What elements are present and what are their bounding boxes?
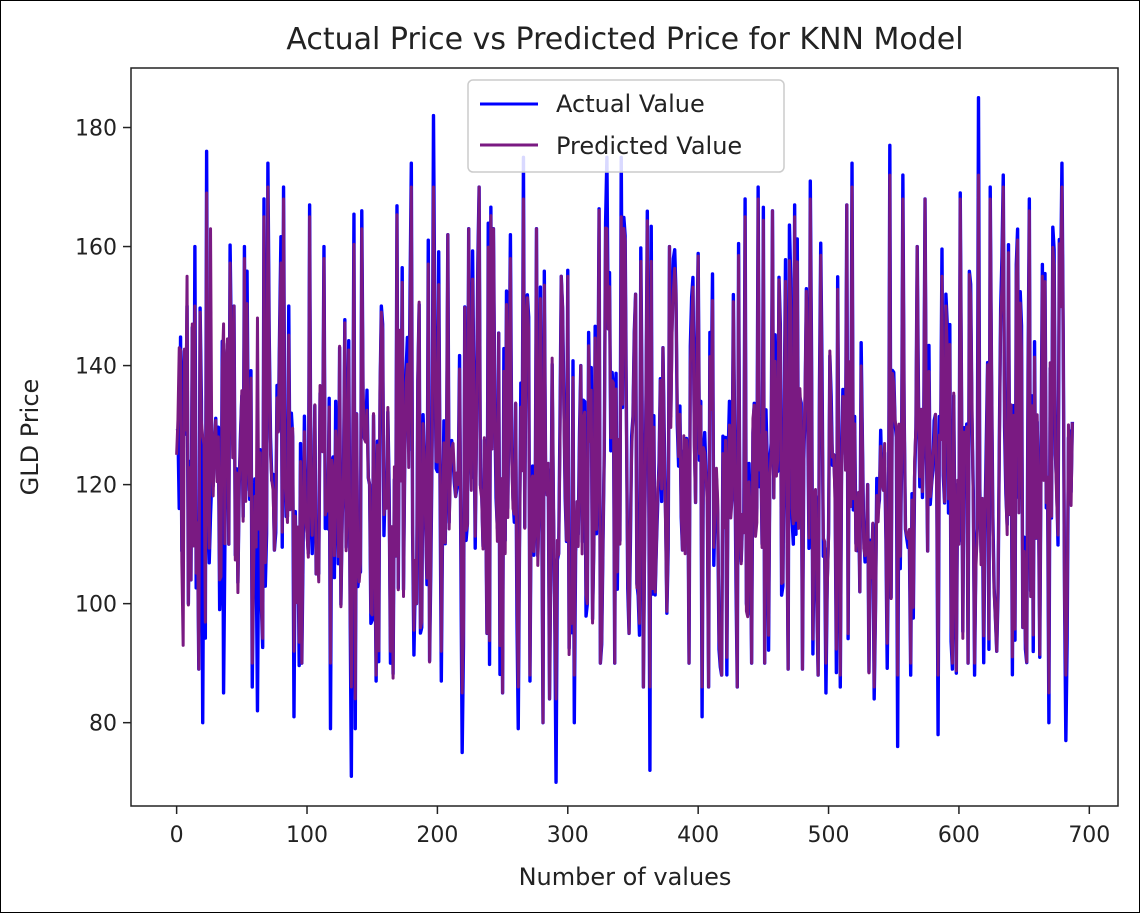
x-axis-label: Number of values xyxy=(519,863,732,891)
y-tick-label: 180 xyxy=(75,117,117,142)
y-tick-label: 140 xyxy=(75,355,117,380)
y-tick-label: 100 xyxy=(75,593,117,618)
y-tick-label: 160 xyxy=(75,236,117,261)
x-tick-label: 500 xyxy=(808,823,850,848)
chart-title: Actual Price vs Predicted Price for KNN … xyxy=(286,22,963,57)
legend: Actual Value Predicted Value xyxy=(467,79,785,173)
y-axis-label: GLD Price xyxy=(16,379,44,496)
plot-frame xyxy=(130,67,1119,807)
legend-label-actual: Actual Value xyxy=(556,90,705,118)
x-tick-label: 600 xyxy=(938,823,980,848)
x-tick-label: 100 xyxy=(286,823,328,848)
y-tick-label: 120 xyxy=(75,474,117,499)
series-layer xyxy=(175,96,1075,784)
series-predicted-line xyxy=(175,173,1074,725)
y-tick-label: 80 xyxy=(89,712,117,737)
y-axis: 80 100 120 140 160 180 xyxy=(75,117,131,737)
x-tick-label: 400 xyxy=(677,823,719,848)
x-tick-label: 700 xyxy=(1068,823,1110,848)
x-axis: 0 100 200 300 400 500 600 700 xyxy=(170,806,1110,848)
x-tick-label: 0 xyxy=(170,823,184,848)
x-tick-label: 200 xyxy=(416,823,458,848)
legend-label-predicted: Predicted Value xyxy=(556,132,742,160)
legend-box xyxy=(467,79,785,173)
x-tick-label: 300 xyxy=(547,823,589,848)
